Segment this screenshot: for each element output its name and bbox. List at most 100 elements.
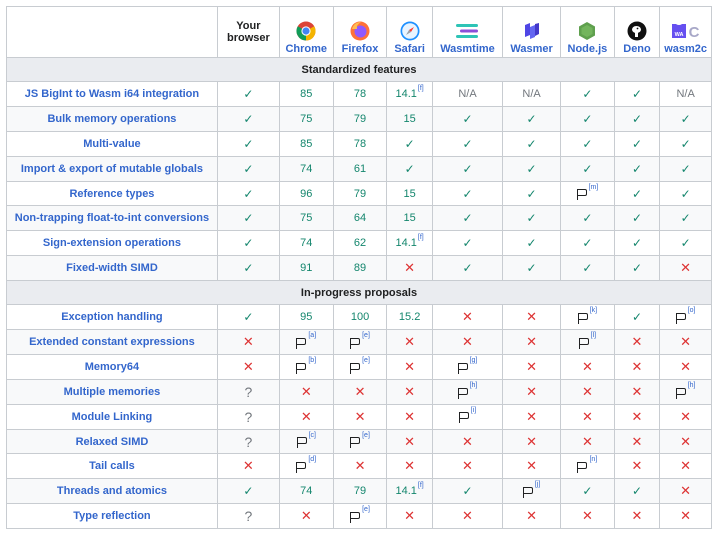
footnote-link[interactable]: [c] — [308, 431, 316, 439]
feature-name-link[interactable]: Multi-value — [6, 130, 218, 157]
version-number: 75 — [300, 212, 313, 225]
feature-name-link[interactable]: Fixed-width SIMD — [6, 255, 218, 282]
wasmer-logo-icon — [524, 23, 539, 39]
footnote-link[interactable]: [e] — [362, 431, 370, 439]
version-number: 79 — [353, 485, 367, 498]
feature-name-link[interactable]: Tail calls — [6, 453, 218, 480]
feature-name-link[interactable]: Import & export of mutable globals — [6, 155, 218, 182]
flag-icon — [457, 387, 469, 399]
version-number: 100 — [350, 311, 370, 324]
supported-check-icon: ✓ — [431, 255, 504, 282]
feature-name-link[interactable]: Sign-extension operations — [6, 230, 218, 257]
section-title: Standardized features — [6, 57, 712, 82]
unsupported-cross-icon: ✕ — [386, 378, 433, 405]
supported-check-icon: ✓ — [216, 81, 280, 107]
feature-name-link[interactable]: Reference types — [6, 180, 218, 207]
footnote-link[interactable]: [l] — [590, 331, 597, 339]
browser-name: Wasmtime — [440, 43, 495, 55]
behind-flag-cell: [j] — [502, 478, 562, 505]
flag-icon — [675, 387, 687, 399]
footnote-link[interactable]: [h] — [469, 381, 478, 389]
supported-check-icon: ✓ — [431, 205, 504, 232]
footnote-link[interactable]: [o] — [687, 307, 696, 315]
header-wasmtime[interactable]: Wasmtime — [431, 6, 504, 58]
unsupported-cross-icon: ✕ — [386, 403, 433, 430]
unsupported-cross-icon: ✕ — [560, 353, 615, 380]
header-deno[interactable]: Deno — [613, 6, 661, 58]
unsupported-cross-icon: ✕ — [332, 403, 388, 430]
browser-name: Firefox — [341, 43, 379, 55]
header-wasmer[interactable]: Wasmer — [502, 6, 562, 58]
footnote-link[interactable]: [e] — [362, 331, 370, 339]
firefox-logo-icon — [350, 21, 370, 41]
supported-check-icon: ✓ — [431, 478, 504, 505]
version-number: 15 — [403, 212, 416, 225]
feature-name-link[interactable]: Threads and atomics — [6, 478, 218, 505]
footnote-link[interactable]: [k] — [589, 307, 598, 315]
supported-check-icon: ✓ — [613, 478, 661, 505]
footnote-link[interactable]: [f] — [417, 84, 424, 92]
footnote-link[interactable]: [d] — [308, 456, 317, 464]
unsupported-cross-icon: ✕ — [431, 503, 504, 530]
unsupported-cross-icon: ✕ — [332, 453, 388, 480]
feature-name-link[interactable]: Non-trapping float-to-int conversions — [6, 205, 218, 232]
footnote-link[interactable]: [b] — [308, 356, 317, 364]
flag-icon — [350, 362, 361, 374]
feature-name-link[interactable]: Relaxed SIMD — [6, 428, 218, 455]
footnote-link[interactable]: [g] — [469, 356, 478, 364]
footnote-link[interactable]: [h] — [687, 381, 696, 389]
footnote-link[interactable]: [n] — [589, 456, 598, 464]
version-number: 74 — [300, 162, 313, 175]
header-chrome[interactable]: Chrome — [278, 6, 334, 58]
wasmtime-logo-icon — [455, 24, 478, 38]
footnote-link[interactable]: [f] — [417, 482, 424, 490]
chrome-logo-icon — [296, 21, 316, 41]
supported-check-icon: ✓ — [386, 155, 433, 182]
footnote-link[interactable]: [e] — [362, 356, 370, 364]
feature-name-link[interactable]: Bulk memory operations — [6, 105, 218, 132]
feature-name-link[interactable]: Extended constant expressions — [6, 329, 218, 355]
supported-check-icon: ✓ — [386, 130, 433, 157]
behind-flag-cell: [h] — [659, 378, 712, 405]
footnote-link[interactable]: [f] — [417, 234, 424, 242]
feature-name-link[interactable]: Module Linking — [6, 403, 218, 430]
footnote-link[interactable]: [e] — [362, 506, 370, 514]
version-cell: 15.2 — [386, 304, 433, 331]
feature-name-link[interactable]: Exception handling — [6, 304, 218, 331]
supported-check-icon: ✓ — [659, 205, 712, 232]
version-number: 64 — [353, 212, 367, 225]
feature-name-link[interactable]: Multiple memories — [6, 378, 218, 405]
behind-flag-cell: [e] — [332, 353, 388, 380]
supported-check-icon: ✓ — [431, 180, 504, 207]
unsupported-cross-icon: ✕ — [431, 453, 504, 480]
feature-name-link[interactable]: Type reflection — [6, 503, 218, 530]
table-row: Memory64 ✕ [b] [e] ✕ [g] ✕ ✕ ✕ ✕ — [6, 353, 712, 380]
header-nodejs[interactable]: Node.js — [560, 6, 615, 58]
table-row: Threads and atomics ✓ 74 79 14.1[f] ✓ [j] ✓ ✓ ✕ — [6, 478, 712, 505]
header-wasm2c[interactable]: WA C wasm2c — [659, 6, 712, 58]
feature-name-link[interactable]: JS BigInt to Wasm i64 integration — [6, 81, 218, 107]
header-safari[interactable]: Safari — [386, 6, 433, 58]
unknown-question-icon: ? — [216, 378, 280, 405]
flag-icon — [296, 462, 307, 474]
supported-check-icon: ✓ — [216, 478, 280, 505]
supported-check-icon: ✓ — [560, 81, 615, 107]
version-cell: 14.1[f] — [386, 230, 433, 257]
footnote-link[interactable]: [j] — [534, 481, 541, 489]
supported-check-icon: ✓ — [216, 205, 280, 232]
feature-name-link[interactable]: Memory64 — [6, 353, 218, 380]
version-number: 75 — [300, 112, 313, 125]
table-row: Reference types ✓ 96 79 15 ✓ ✓ [m] ✓ ✓ — [6, 180, 712, 207]
flag-icon — [578, 337, 590, 349]
footnote-link[interactable]: [i] — [470, 406, 477, 414]
version-cell: 62 — [332, 230, 388, 257]
footnote-link[interactable]: [m] — [588, 183, 599, 191]
supported-check-icon: ✓ — [659, 155, 712, 182]
footnote-link[interactable]: [a] — [308, 331, 317, 339]
section-header-in-progress: In-progress proposals — [6, 280, 712, 306]
supported-check-icon: ✓ — [659, 230, 712, 257]
version-cell: 78 — [332, 81, 388, 107]
version-cell: 91 — [278, 255, 334, 282]
version-number: 79 — [353, 112, 367, 125]
header-firefox[interactable]: Firefox — [332, 6, 388, 58]
